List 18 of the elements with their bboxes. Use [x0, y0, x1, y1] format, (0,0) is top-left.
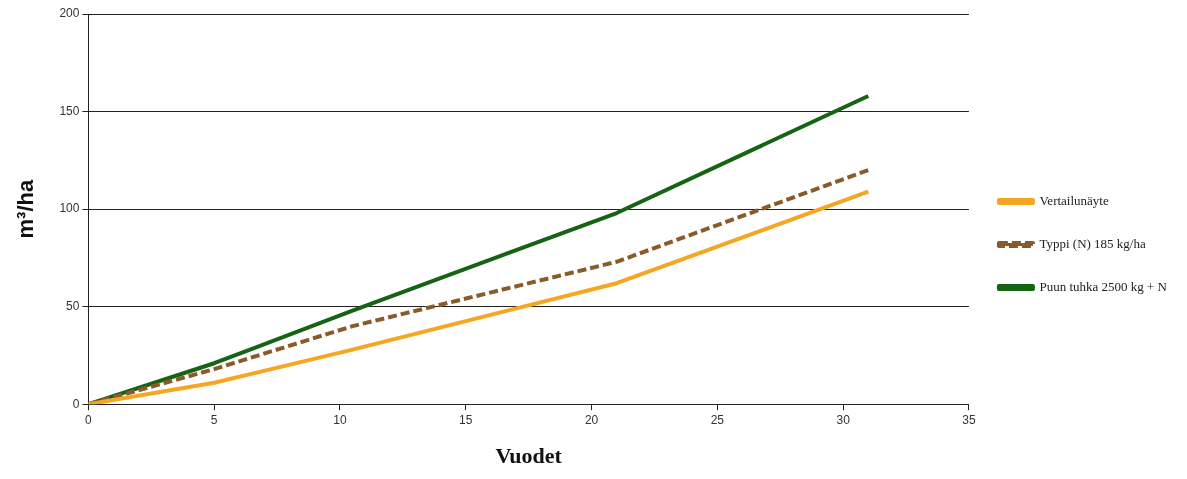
y-tick-label: 0: [72, 396, 80, 411]
legend-label: Puun tuhka 2500 kg + N: [1039, 278, 1168, 294]
x-tick-label: 10: [333, 412, 347, 427]
x-axis-title: Vuodet: [495, 443, 563, 469]
x-tick-label: 0: [85, 412, 93, 427]
x-tick-label: 15: [459, 412, 473, 427]
y-tick-label: 100: [59, 201, 80, 216]
x-tick-label: 25: [710, 412, 725, 427]
y-tick-label: 50: [66, 298, 80, 313]
legend-label: Typpi (N) 185 kg/ha: [1039, 235, 1146, 251]
x-tick-label: 30: [836, 412, 851, 427]
x-tick-label: 35: [962, 412, 976, 427]
y-axis-title: m³/ha: [13, 179, 39, 239]
y-tick-label: 200: [59, 6, 80, 21]
x-tick-label: 5: [210, 412, 218, 427]
y-tick-label: 150: [59, 103, 80, 118]
x-tick-label: 20: [584, 412, 599, 427]
legend-label: Vertailunäyte: [1039, 192, 1109, 208]
